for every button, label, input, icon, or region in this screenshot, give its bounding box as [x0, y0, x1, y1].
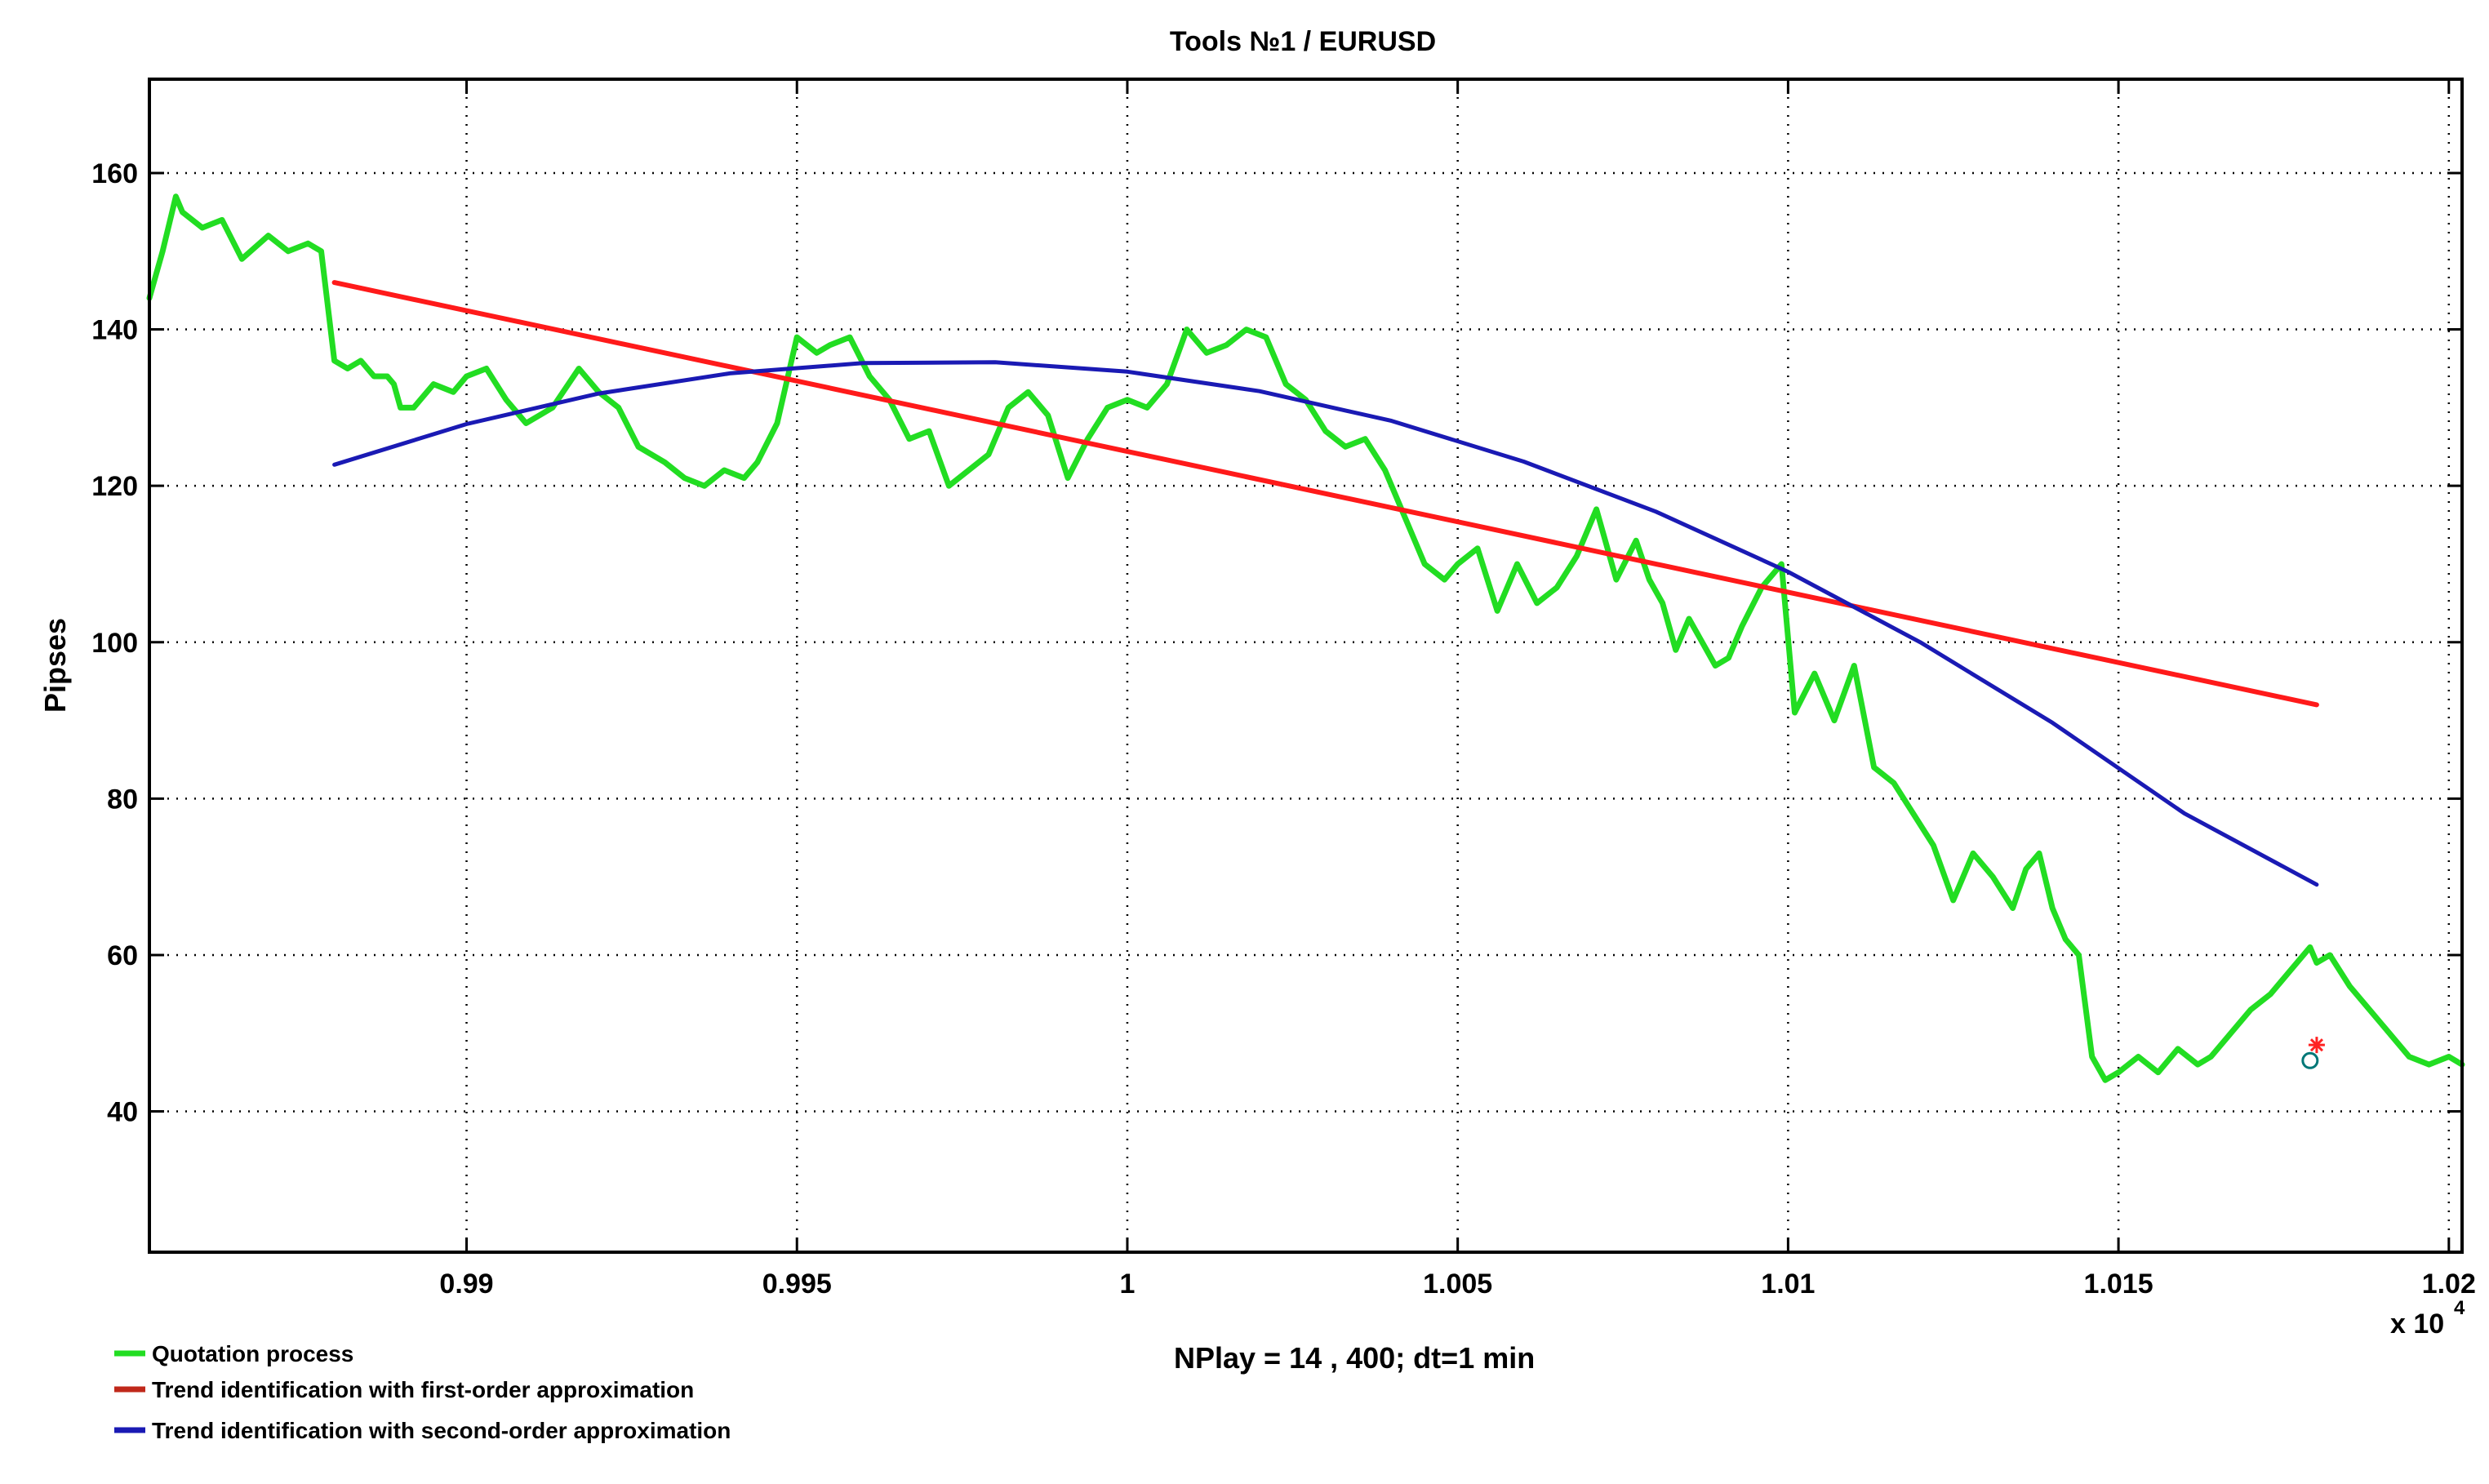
y-axis-label: Pipses — [38, 618, 72, 713]
y-tick-label: 100 — [91, 628, 138, 659]
x-tick-label: 1 — [1119, 1269, 1135, 1300]
series-layer — [146, 193, 2465, 1083]
legend-item: Quotation process — [114, 1341, 353, 1366]
x-tick-label: 1.01 — [1761, 1269, 1815, 1300]
y-tick-label: 80 — [107, 784, 138, 815]
plot-frame — [148, 78, 2464, 1254]
last-value-circle — [2301, 1051, 2319, 1069]
legend-label: Trend identification with first-order ap… — [152, 1377, 694, 1402]
first-order-trend-line — [331, 280, 2319, 708]
x-tick-label: 0.99 — [439, 1269, 493, 1300]
x-exponent-power: 4 — [2454, 1297, 2465, 1319]
chart-title: Tools №1 / EURUSD — [1170, 26, 1436, 57]
x-tick-label: 0.995 — [762, 1269, 832, 1300]
legend-item: Trend identification with first-order ap… — [114, 1377, 694, 1402]
x-tick-label: 1.02 — [2422, 1269, 2476, 1300]
y-tick-label: 60 — [107, 940, 138, 971]
x-tick-label: 1.005 — [1423, 1269, 1492, 1300]
y-tick-label: 40 — [107, 1097, 138, 1128]
legend: Quotation process Trend identification wi… — [114, 1341, 731, 1443]
tick-layer: 0.99 0.995 1 1.005 1.01 1.015 1.02 40 60 80 100 120… — [91, 79, 2476, 1300]
legend-label: Quotation process — [152, 1341, 353, 1366]
x-tick-label: 1.015 — [2084, 1269, 2153, 1300]
y-tick-label: 160 — [91, 158, 138, 189]
y-tick-label: 120 — [91, 471, 138, 502]
legend-label: Trend identification with second-order a… — [152, 1418, 731, 1443]
legend-item: Trend identification with second-order a… — [114, 1418, 731, 1443]
x-exponent-label: x 10 — [2390, 1308, 2444, 1340]
second-order-trend-line — [332, 360, 2319, 887]
x-exponent: x 10 4 — [2390, 1297, 2465, 1340]
y-tick-label: 140 — [91, 315, 138, 346]
last-value-star — [2308, 1037, 2325, 1054]
quotation-process-line — [146, 193, 2465, 1083]
nplay-annotation: NPlay = 14 , 400; dt=1 min — [1174, 1341, 1535, 1375]
